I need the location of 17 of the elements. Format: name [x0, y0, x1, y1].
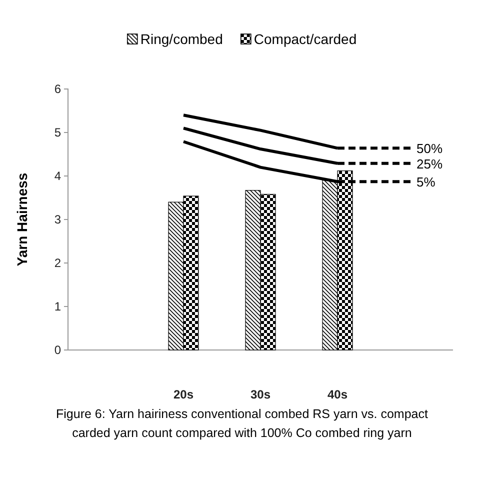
y-axis-title: Yarn Hairness [14, 172, 30, 266]
series-label: 5% [416, 174, 436, 190]
y-tick-label: 1 [54, 299, 62, 314]
y-tick-label: 4 [54, 168, 62, 183]
y-tick-label: 0 [54, 342, 62, 357]
y-tick-label: 5 [54, 125, 62, 140]
y-tick-label: 3 [54, 212, 62, 226]
legend-label: Compact/carded [254, 31, 357, 47]
caption: Figure 6: Yarn hairiness conventional combed RS yarn vs. compact carded yarn count compared with 100% Co combed ring yarn [56, 407, 428, 440]
y-tick-label: 2 [54, 256, 62, 270]
x-tick-label: 30s [250, 388, 271, 402]
series-label: 50% [416, 141, 443, 156]
series-label: 25% [416, 156, 443, 172]
y-tick-label: 6 [54, 82, 62, 96]
legend-label: Ring/combed [140, 31, 223, 47]
x-tick-label: 20s [173, 388, 194, 402]
x-tick-label: 40s [327, 388, 348, 402]
